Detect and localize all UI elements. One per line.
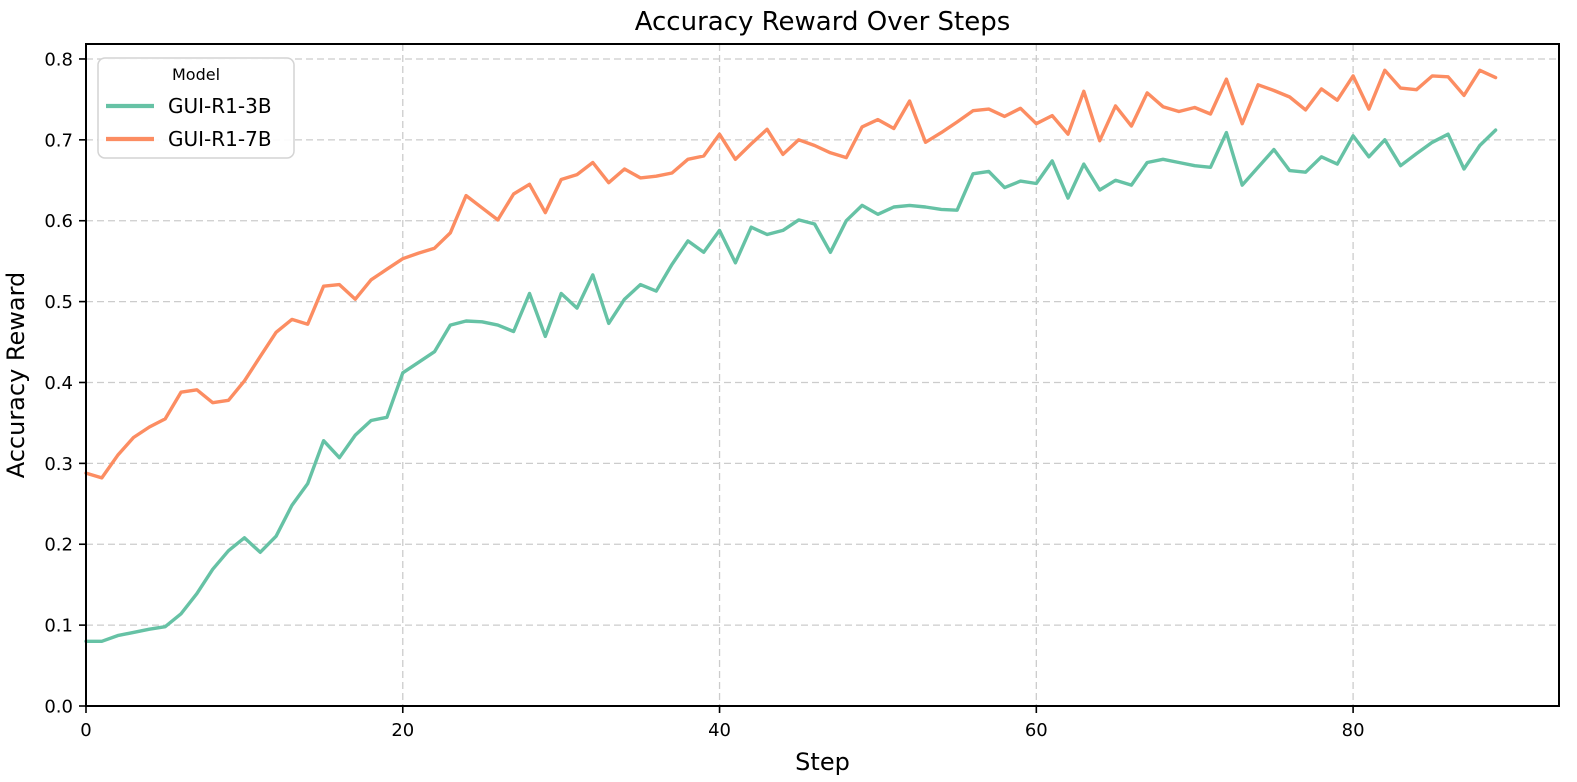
- y-axis-label: Accuracy Reward: [2, 272, 30, 479]
- y-tick-label: 0.5: [44, 292, 73, 313]
- series-layer: [84, 68, 1498, 643]
- y-tick-label: 0.1: [44, 616, 73, 637]
- plot-border: [85, 43, 1560, 707]
- chart-title: Accuracy Reward Over Steps: [635, 7, 1011, 37]
- y-tick-label: 0.4: [44, 373, 73, 394]
- x-tick-label: 0: [80, 720, 91, 741]
- legend-label-gui-r1-3b: GUI-R1-3B: [168, 94, 272, 118]
- legend-entries: GUI-R1-3B GUI-R1-7B: [106, 94, 272, 151]
- x-tick-label: 80: [1342, 720, 1365, 741]
- y-tick-label: 0.3: [44, 454, 73, 475]
- legend-box: [97, 57, 295, 159]
- x-tick-label: 20: [391, 720, 414, 741]
- legend-label-gui-r1-7b: GUI-R1-7B: [168, 127, 272, 151]
- grid-layer: [85, 44, 1559, 707]
- y-tick-label: 0.8: [44, 49, 73, 70]
- y-tick-label: 0.7: [44, 130, 73, 151]
- series-line-gui-r1-7b: [84, 68, 1498, 480]
- x-tick-label: 40: [708, 720, 731, 741]
- axes-layer: 0 20 40 60 80 0.0 0.1 0.2 0.3 0.4 0.5 0.6 0.7 0.8: [44, 43, 1560, 741]
- x-tick-label: 60: [1025, 720, 1048, 741]
- legend: Model GUI-R1-3B GUI-R1-7B: [97, 57, 295, 159]
- legend-title: Model: [172, 65, 220, 84]
- y-tick-label: 0.0: [44, 697, 73, 718]
- x-axis-label: Step: [795, 748, 850, 776]
- y-tick-label: 0.2: [44, 535, 73, 556]
- series-line-gui-r1-3b: [84, 128, 1498, 643]
- y-tick-label: 0.6: [44, 211, 73, 232]
